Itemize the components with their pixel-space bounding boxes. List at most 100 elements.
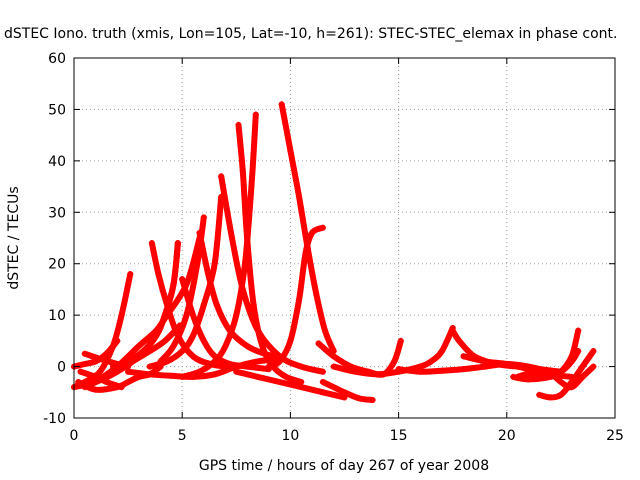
y-tick-label: 60 (48, 51, 66, 67)
data-point (233, 312, 240, 319)
data-point (575, 327, 582, 334)
data-point (218, 193, 225, 200)
data-point (460, 353, 467, 360)
data-point (283, 373, 290, 380)
data-point (213, 301, 220, 308)
series-arc-18 (278, 101, 337, 355)
data-point (276, 379, 283, 385)
data-point (211, 358, 218, 365)
y-axis-label: dSTEC / TECUs (6, 186, 22, 289)
data-point (482, 358, 489, 365)
data-point (179, 276, 186, 283)
data-point (190, 353, 197, 360)
data-point (309, 229, 316, 236)
x-tick-label: 0 (70, 428, 79, 444)
data-point (233, 368, 240, 375)
data-point (265, 363, 272, 370)
data-point (170, 281, 177, 288)
data-point (503, 361, 510, 367)
data-point (200, 301, 207, 308)
data-point (190, 332, 197, 339)
axis-ticks (73, 57, 616, 419)
data-point (356, 395, 363, 402)
data-point (250, 301, 257, 308)
data-point (127, 271, 134, 277)
data-point (228, 235, 235, 241)
data-point (525, 366, 532, 373)
data-point (557, 368, 564, 375)
data-point (259, 343, 266, 349)
data-point (146, 348, 153, 355)
data-point (190, 312, 197, 319)
data-point (190, 373, 197, 380)
y-tick-label: -10 (43, 411, 66, 427)
data-point (341, 389, 348, 396)
data-point (81, 361, 88, 367)
data-point (568, 384, 575, 391)
data-point (103, 350, 110, 357)
data-point (233, 363, 240, 370)
data-point (319, 224, 326, 231)
data-point (542, 373, 549, 380)
data-point (254, 358, 261, 365)
data-point (428, 358, 435, 365)
x-tick-label: 25 (606, 428, 624, 444)
plot-frame (73, 57, 616, 419)
data-point (395, 366, 402, 373)
series-arc-16 (235, 121, 305, 385)
data-point (194, 260, 201, 267)
data-point (590, 348, 597, 355)
data-point (235, 121, 242, 128)
data-point (449, 327, 456, 334)
x-tick-label: 10 (281, 428, 299, 444)
data-point (153, 332, 160, 339)
data-point (276, 355, 283, 362)
data-point (298, 384, 305, 391)
data-point (460, 366, 467, 373)
series-arc-22 (319, 379, 376, 403)
plot-area (71, 101, 597, 403)
data-point (319, 379, 326, 385)
data-point (118, 384, 125, 391)
y-tick-label: 30 (48, 205, 66, 221)
data-point (575, 348, 582, 355)
data-point (417, 363, 424, 370)
data-point (161, 337, 168, 344)
data-point (174, 240, 181, 247)
data-point (155, 271, 162, 277)
data-point (557, 391, 564, 398)
data-point (148, 240, 155, 247)
data-point (254, 373, 261, 380)
data-point (241, 260, 248, 267)
data-point (125, 379, 132, 385)
x-tick-label: 15 (390, 428, 408, 444)
data-point (118, 312, 125, 319)
series-arc-14 (218, 173, 326, 375)
data-point (96, 368, 103, 375)
y-tick-labels: -10 0 10 20 30 40 50 60 (43, 51, 66, 427)
data-point (315, 340, 322, 347)
data-point (579, 363, 586, 370)
data-point (319, 389, 326, 396)
data-point (296, 193, 303, 200)
data-point (252, 111, 259, 118)
data-point (590, 363, 597, 370)
data-point (557, 379, 564, 385)
data-point (135, 343, 142, 349)
data-point (125, 358, 132, 365)
data-point (200, 337, 207, 344)
data-point (391, 358, 398, 365)
data-point (183, 312, 190, 319)
data-point (278, 101, 285, 108)
x-tick-label: 5 (178, 428, 187, 444)
data-point (330, 353, 337, 360)
data-point (174, 296, 181, 303)
data-point (322, 327, 329, 334)
data-point (438, 348, 445, 355)
data-point (140, 348, 147, 355)
x-tick-labels: 0 5 10 15 20 25 (70, 428, 624, 444)
data-point (397, 337, 404, 344)
data-point (417, 368, 424, 375)
data-point (92, 386, 99, 393)
data-point (81, 350, 88, 357)
